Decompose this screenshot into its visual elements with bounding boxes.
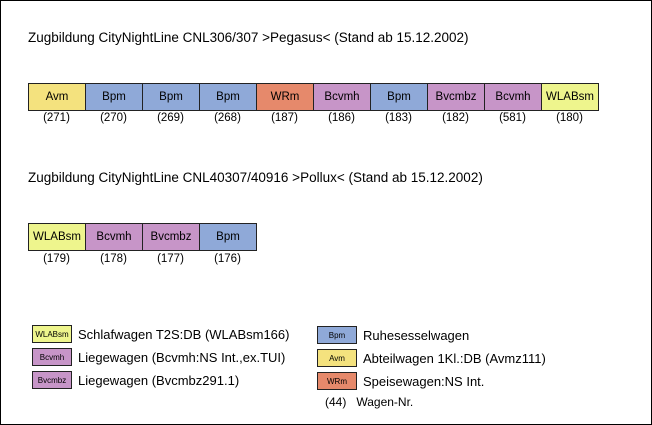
legend-item-wlabsm: WLABsm Schlafwagen T2S:DB (WLABsm166) — [32, 325, 289, 343]
wagon-number: (177) — [157, 253, 184, 265]
wagon-number: (179) — [43, 253, 70, 265]
wagon-number: (270) — [100, 112, 127, 124]
wagon-number: (183) — [385, 112, 412, 124]
wagon-bcvmh: Bcvmh — [85, 223, 143, 251]
wagon-number: (271) — [43, 112, 70, 124]
wagon-number: (178) — [100, 253, 127, 265]
legend-swatch: WLABsm — [32, 325, 72, 343]
wagon-wlabsm: WLABsm — [28, 223, 86, 251]
wagon-wlabsm: WLABsm — [541, 83, 599, 111]
wagon-wrm: WRm — [256, 83, 314, 111]
wagon-number: (182) — [442, 112, 469, 124]
wagon-number: (269) — [157, 112, 184, 124]
wagon-number: (180) — [556, 112, 583, 124]
wagon-number: (176) — [214, 253, 241, 265]
wagon-nr-label: Wagen-Nr. — [356, 395, 414, 409]
legend-swatch: Avm — [317, 349, 357, 367]
legend-item-avm: Avm Abteilwagen 1Kl.:DB (Avmz111) — [317, 349, 546, 367]
wagon-bpm: Bpm — [142, 83, 200, 111]
wagon-number: (581) — [499, 112, 526, 124]
legend-item-bvcmbz: Bvcmbz Liegewagen (Bvcmbz291.1) — [32, 371, 239, 389]
train2-title: Zugbildung CityNightLine CNL40307/40916 … — [28, 170, 483, 185]
train1-wagon-numbers: (271) (270) (269) (268) (187) (186) (183) (182)… — [28, 112, 598, 124]
legend-label: Liegewagen (Bcvmh:NS Int.,ex.TUI) — [78, 349, 286, 365]
legend-item-bpm: Bpm Ruhesesselwagen — [317, 326, 469, 344]
train1-consist: Avm Bpm Bpm Bpm WRm Bcvmh Bpm Bvcmbz Bcvmh WLABsm — [28, 83, 599, 111]
wagon-bpm: Bpm — [199, 223, 257, 251]
legend-label: Liegewagen (Bvcmbz291.1) — [78, 372, 240, 388]
wagon-bpm: Bpm — [85, 83, 143, 111]
train2-consist: WLABsm Bcvmh Bvcmbz Bpm — [28, 223, 257, 251]
legend-swatch: Bvcmbz — [32, 371, 72, 389]
legend-label: Speisewagen:NS Int. — [363, 373, 485, 389]
legend-swatch: Bcvmh — [32, 348, 72, 366]
legend-swatch: Bpm — [317, 326, 357, 344]
wagon-nr-example: (44) — [325, 395, 347, 409]
legend-item-wrm: WRm Speisewagen:NS Int. — [317, 372, 484, 390]
wagon-number: (186) — [328, 112, 355, 124]
legend-item-bcvmh: Bcvmh Liegewagen (Bcvmh:NS Int.,ex.TUI) — [32, 348, 285, 366]
wagon-bcvmh: Bcvmh — [484, 83, 542, 111]
wagon-bvcmbz: Bvcmbz — [427, 83, 485, 111]
wagon-avm: Avm — [28, 83, 86, 111]
legend-label: Ruhesesselwagen — [363, 327, 470, 343]
wagon-bcvmh: Bcvmh — [313, 83, 371, 111]
wagon-number: (268) — [214, 112, 241, 124]
wagon-bpm: Bpm — [199, 83, 257, 111]
wagon-bvcmbz: Bvcmbz — [142, 223, 200, 251]
legend-label: Abteilwagen 1Kl.:DB (Avmz111) — [363, 350, 546, 366]
train1-title: Zugbildung CityNightLine CNL306/307 >Peg… — [28, 30, 469, 45]
wagon-number: (187) — [271, 112, 298, 124]
legend-swatch: WRm — [317, 372, 357, 390]
legend-label: Schlafwagen T2S:DB (WLABsm166) — [78, 326, 290, 342]
legend-item-wagon-nr: (44) Wagen-Nr. — [325, 395, 413, 409]
train2-wagon-numbers: (179) (178) (177) (176) — [28, 253, 256, 265]
wagon-bpm: Bpm — [370, 83, 428, 111]
